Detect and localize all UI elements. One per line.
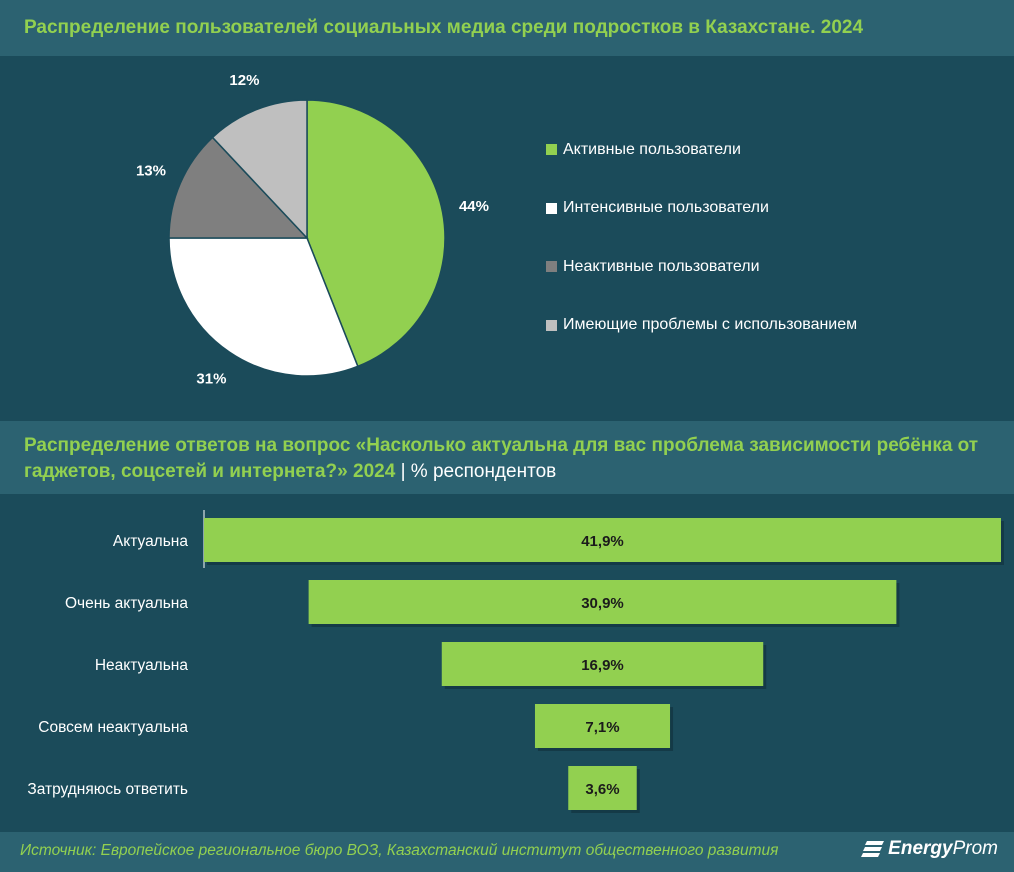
bar-category-0: Актуальна [113, 533, 188, 550]
bar-chart-title: Распределение ответов на вопрос «Насколь… [0, 421, 1014, 494]
bar-category-1: Очень актуальна [65, 595, 188, 612]
legend-swatch-2 [546, 261, 557, 272]
bar-2 [441, 642, 764, 686]
bar-value-0: 41,9% [581, 533, 624, 550]
pie-slice-1 [168, 237, 359, 377]
pie-label-2: 13% [136, 162, 166, 179]
legend-label-2: Неактивные пользователи [563, 257, 760, 275]
bar-0 [204, 518, 1001, 562]
pie-legend: Активные пользователи Интенсивные пользов… [546, 140, 857, 374]
legend-item-3: Имеющие проблемы с использованием [546, 316, 857, 335]
legend-item-0: Активные пользователи [546, 140, 857, 159]
legend-item-1: Интенсивные пользователи [546, 199, 857, 218]
logo-text-bold: Energy [888, 838, 953, 859]
legend-swatch-3 [546, 319, 557, 331]
bar-value-2: 16,9% [581, 657, 624, 674]
pie-slice-2 [168, 136, 309, 239]
pie-slice-3 [211, 99, 308, 240]
title-separator: | [400, 461, 406, 482]
pie-slice-0 [306, 99, 446, 368]
source-note: Источник: Европейское региональное бюро … [20, 842, 779, 859]
pie-label-0: 44% [459, 198, 489, 215]
energyprom-logo: Energy Prom [861, 838, 998, 860]
pie-label-3: 12% [229, 72, 259, 89]
legend-item-2: Неактивные пользователи [546, 257, 857, 276]
footer: Источник: Европейское региональное бюро … [0, 832, 1014, 872]
legend-swatch-0 [546, 144, 557, 155]
bar-value-4: 3,6% [585, 781, 619, 798]
bar-1 [308, 580, 897, 624]
bar-4 [568, 766, 637, 810]
bar-value-3: 7,1% [585, 719, 619, 736]
bar-chart-unit: % респондентов [410, 461, 557, 482]
bar-value-1: 30,9% [581, 595, 624, 612]
pie-chart-title: Распределение пользователей социальных м… [0, 0, 1014, 56]
bar-chart-title-text: Распределение ответов на вопрос «Насколь… [24, 435, 979, 482]
bar-category-4: Затрудняюсь ответить [27, 781, 188, 798]
legend-label-3: Имеющие проблемы с использованием [563, 316, 858, 333]
logo-stripes-icon [861, 841, 885, 857]
legend-label-0: Активные пользователи [563, 140, 741, 158]
logo-text-light: Prom [952, 838, 998, 859]
legend-label-1: Интенсивные пользователи [563, 199, 769, 216]
bar-chart: 41,9% Актуальна 30,9% Очень актуальна 16,9% Н… [27, 510, 1004, 813]
bar-category-3: Совсем неактуальна [38, 719, 188, 736]
pie-chart: 44% 31% 13% 12% [136, 72, 489, 388]
bar-3 [534, 704, 671, 748]
pie-chart-title-text: Распределение пользователей социальных м… [24, 17, 864, 38]
legend-swatch-1 [546, 202, 557, 214]
bar-category-2: Неактуальна [95, 657, 189, 674]
pie-label-1: 31% [196, 371, 226, 388]
